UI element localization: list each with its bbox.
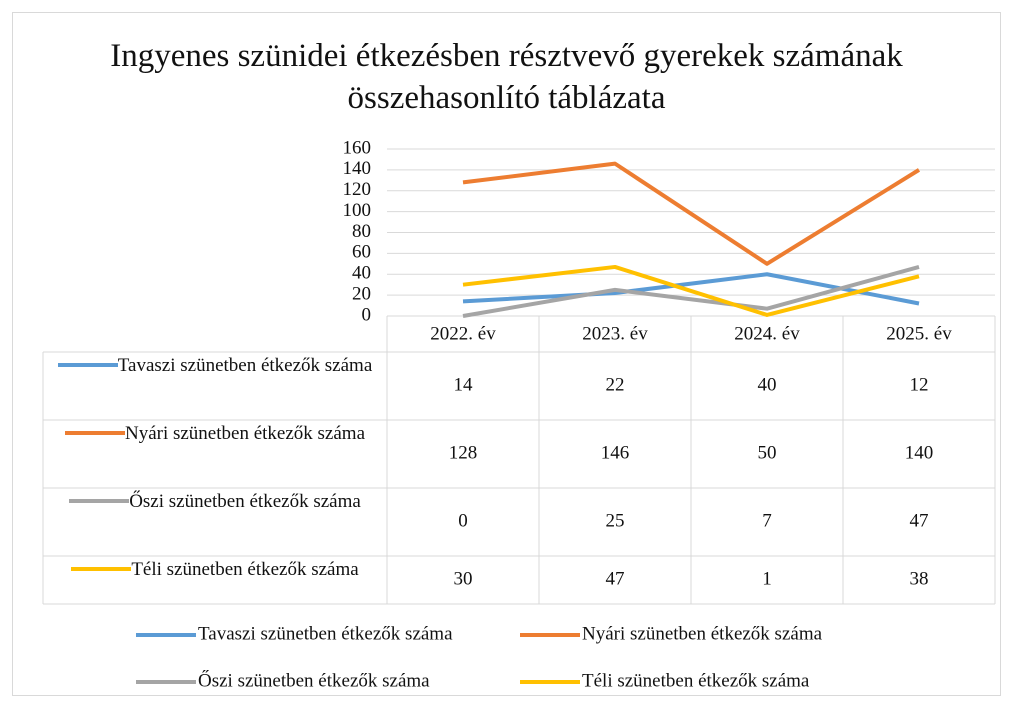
chart-title: Ingyenes szünidei étkezésben résztvevő g…: [110, 38, 903, 116]
chart-border: [12, 12, 1001, 696]
series-name: Tavaszi szünetben étkezők száma: [117, 355, 373, 376]
series-name: Nyári szünetben étkezők száma: [124, 423, 366, 444]
y-tick-label: 40: [352, 263, 371, 284]
table-row-header: Nyári szünetben étkezők száma: [47, 422, 383, 445]
table-value: 14: [454, 374, 474, 395]
legend-label: Őszi szünetben étkezők száma: [198, 669, 430, 691]
table-value: 47: [910, 510, 929, 531]
y-tick-label: 160: [343, 137, 372, 158]
legend-key: [69, 498, 130, 503]
table-value: 38: [910, 568, 929, 589]
table-value: 47: [606, 568, 625, 589]
table-row-label: Őszi szünetben étkezők száma: [47, 490, 383, 513]
series-name: Őszi szünetben étkezők száma: [129, 491, 361, 512]
table-value: 140: [905, 442, 934, 463]
table-value: 40: [758, 374, 777, 395]
x-tick-label: 2023. év: [582, 323, 648, 344]
title-box: Ingyenes szünidei étkezésben résztvevő g…: [110, 38, 903, 116]
table-value: 0: [458, 510, 468, 531]
legend-label: Tavaszi szünetben étkezők száma: [198, 623, 453, 644]
y-tick-label: 60: [352, 242, 371, 263]
series-line: [462, 265, 920, 318]
legend-key: [71, 566, 132, 571]
table-value: 128: [449, 442, 478, 463]
table-row-header: Tavaszi szünetben étkezők száma: [47, 354, 383, 377]
legend-key: [64, 430, 125, 435]
y-tick-label: 80: [352, 221, 371, 242]
series-line: [462, 161, 921, 266]
table-value: 25: [606, 510, 625, 531]
y-tick-label: 100: [343, 200, 372, 221]
table-value: 146: [601, 442, 630, 463]
legend-key: [57, 362, 118, 367]
table-row-label: Téli szünetben étkezők száma: [47, 558, 383, 581]
x-tick-label: 2024. év: [734, 323, 800, 344]
series-name: Téli szünetben étkezők száma: [131, 559, 359, 580]
table-value: 30: [454, 568, 473, 589]
y-tick-label: 0: [362, 304, 372, 325]
series-line: [462, 264, 920, 317]
table-row-header: Téli szünetben étkezők száma: [47, 558, 383, 581]
table-row-header: Őszi szünetben étkezők száma: [47, 490, 383, 513]
legend-label: Téli szünetben étkezők száma: [582, 670, 810, 691]
table-value: 12: [910, 374, 929, 395]
y-tick-label: 20: [352, 283, 371, 304]
table-row-label: Tavaszi szünetben étkezők száma: [47, 354, 383, 377]
table-value: 1: [762, 568, 772, 589]
y-tick-label: 140: [343, 158, 372, 179]
x-tick-label: 2022. év: [430, 323, 496, 344]
x-tick-label: 2025. év: [886, 323, 952, 344]
table-row-label: Nyári szünetben étkezők száma: [47, 422, 383, 445]
y-tick-label: 120: [343, 179, 372, 200]
table-value: 7: [762, 510, 772, 531]
legend-label: Nyári szünetben étkezők száma: [582, 623, 823, 644]
table-value: 50: [758, 442, 777, 463]
table-value: 22: [606, 374, 625, 395]
